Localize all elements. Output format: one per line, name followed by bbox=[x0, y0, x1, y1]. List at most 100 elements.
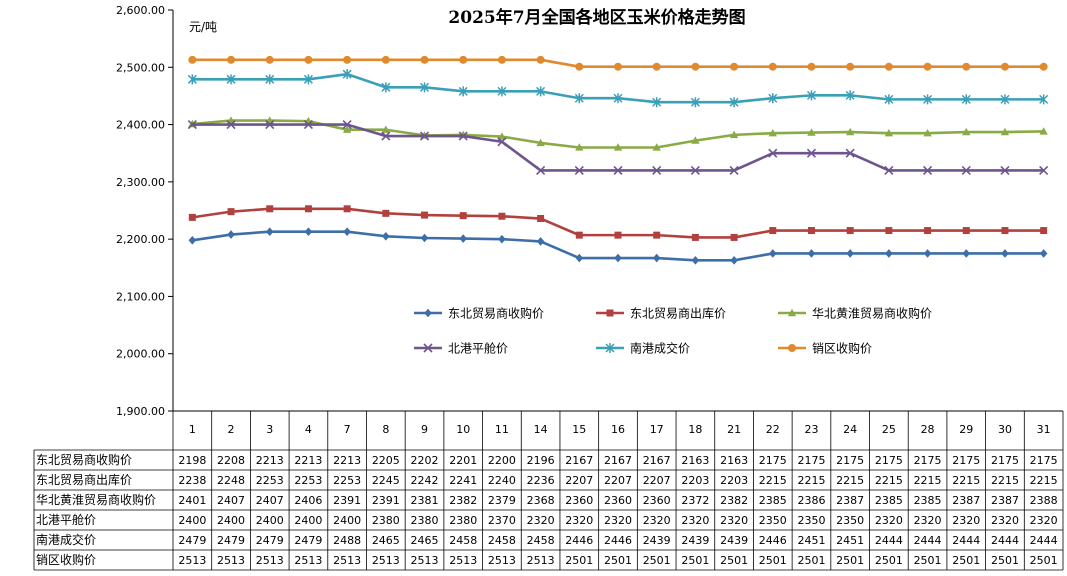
data-point bbox=[962, 227, 970, 235]
data-point bbox=[924, 227, 932, 235]
table-cell: 2444 bbox=[952, 534, 980, 547]
x-tick-label: 22 bbox=[766, 423, 780, 436]
data-point bbox=[614, 231, 622, 239]
series-group bbox=[188, 227, 1048, 265]
data-point bbox=[188, 235, 197, 245]
table-cell: 2215 bbox=[991, 474, 1019, 487]
data-point bbox=[1039, 62, 1048, 71]
data-point bbox=[1001, 249, 1009, 258]
table-cell: 2380 bbox=[411, 514, 439, 527]
table-cell: 2196 bbox=[527, 454, 555, 467]
data-point bbox=[227, 55, 236, 64]
table-cell: 2513 bbox=[294, 554, 322, 567]
data-point bbox=[614, 253, 622, 263]
table-cell: 2501 bbox=[720, 554, 748, 567]
data-point bbox=[265, 120, 275, 130]
data-point bbox=[459, 212, 467, 220]
table-cell: 2215 bbox=[1030, 474, 1058, 487]
table-cell: 2385 bbox=[759, 494, 787, 507]
data-point bbox=[424, 308, 432, 318]
table-cell: 2479 bbox=[217, 534, 245, 547]
data-point bbox=[342, 69, 352, 80]
data-point bbox=[768, 128, 777, 137]
data-point bbox=[923, 94, 933, 105]
data-point bbox=[729, 165, 739, 175]
table-cell: 2320 bbox=[914, 514, 942, 527]
data-point bbox=[536, 55, 545, 64]
data-point bbox=[265, 74, 275, 85]
table-cell: 2388 bbox=[1030, 494, 1058, 507]
table-cell: 2382 bbox=[449, 494, 477, 507]
y-tick-label: 2,000.00 bbox=[116, 348, 165, 361]
data-point bbox=[923, 62, 932, 71]
table-cell: 2175 bbox=[914, 454, 942, 467]
legend-label: 南港成交价 bbox=[630, 341, 690, 356]
table-cell: 2451 bbox=[797, 534, 825, 547]
data-point bbox=[961, 165, 971, 175]
y-tick-label: 2,400.00 bbox=[116, 119, 165, 132]
table-cell: 2381 bbox=[411, 494, 439, 507]
data-point bbox=[691, 256, 700, 265]
legend-item: 销区收购价 bbox=[778, 341, 872, 356]
x-tick-label: 31 bbox=[1037, 423, 1051, 436]
table-cell: 2360 bbox=[604, 494, 632, 507]
table-cell: 2465 bbox=[372, 534, 400, 547]
data-point bbox=[497, 55, 506, 64]
data-point bbox=[691, 62, 700, 71]
table-cell: 2451 bbox=[836, 534, 864, 547]
data-point bbox=[343, 55, 352, 64]
y-tick-label: 2,600.00 bbox=[116, 4, 165, 17]
data-point bbox=[187, 74, 197, 85]
table-cell: 2320 bbox=[991, 514, 1019, 527]
data-point bbox=[885, 227, 893, 235]
table-cell: 2360 bbox=[565, 494, 593, 507]
table-cell: 2175 bbox=[797, 454, 825, 467]
data-point bbox=[265, 55, 274, 64]
x-tick-label: 21 bbox=[727, 423, 741, 436]
table-cell: 2215 bbox=[914, 474, 942, 487]
data-point bbox=[421, 211, 429, 219]
data-point bbox=[787, 308, 797, 317]
legend-label: 东北贸易商收购价 bbox=[448, 306, 544, 321]
data-point bbox=[303, 74, 313, 85]
data-point bbox=[188, 55, 197, 64]
table-cell: 2501 bbox=[952, 554, 980, 567]
data-point bbox=[962, 62, 971, 71]
table-cell: 2320 bbox=[643, 514, 671, 527]
table-cell: 2175 bbox=[759, 454, 787, 467]
x-tick-label: 25 bbox=[882, 423, 896, 436]
data-point bbox=[691, 233, 699, 241]
data-point bbox=[961, 94, 971, 105]
table-cell: 2458 bbox=[488, 534, 516, 547]
table-cell: 2320 bbox=[681, 514, 709, 527]
table-cell: 2446 bbox=[604, 534, 632, 547]
table-cell: 2444 bbox=[914, 534, 942, 547]
table-cell: 2175 bbox=[875, 454, 903, 467]
data-point bbox=[419, 82, 430, 93]
table-cell: 2439 bbox=[643, 534, 671, 547]
table-cell: 2382 bbox=[720, 494, 748, 507]
legend-item: 南港成交价 bbox=[596, 341, 690, 356]
table-cell: 2400 bbox=[217, 514, 245, 527]
table-cell: 2253 bbox=[294, 474, 322, 487]
table-cell: 2513 bbox=[333, 554, 361, 567]
data-point bbox=[606, 309, 614, 317]
legend-label: 华北黄淮贸易商收购价 bbox=[812, 306, 932, 321]
table-cell: 2167 bbox=[604, 454, 632, 467]
table-cell: 2167 bbox=[565, 454, 593, 467]
legend-item: 华北黄淮贸易商收购价 bbox=[778, 306, 932, 321]
table-cell: 2400 bbox=[294, 514, 322, 527]
data-point bbox=[807, 62, 816, 71]
data-point bbox=[769, 227, 777, 235]
table-row-label: 北港平舱价 bbox=[36, 513, 96, 527]
table-cell: 2513 bbox=[178, 554, 206, 567]
table-cell: 2215 bbox=[836, 474, 864, 487]
y-tick-label: 2,200.00 bbox=[116, 233, 165, 246]
data-point bbox=[342, 120, 352, 130]
table-cell: 2207 bbox=[643, 474, 671, 487]
table-cell: 2513 bbox=[372, 554, 400, 567]
data-point bbox=[381, 131, 391, 141]
table-cell: 2167 bbox=[643, 454, 671, 467]
table-cell: 2320 bbox=[565, 514, 593, 527]
table-cell: 2501 bbox=[565, 554, 593, 567]
